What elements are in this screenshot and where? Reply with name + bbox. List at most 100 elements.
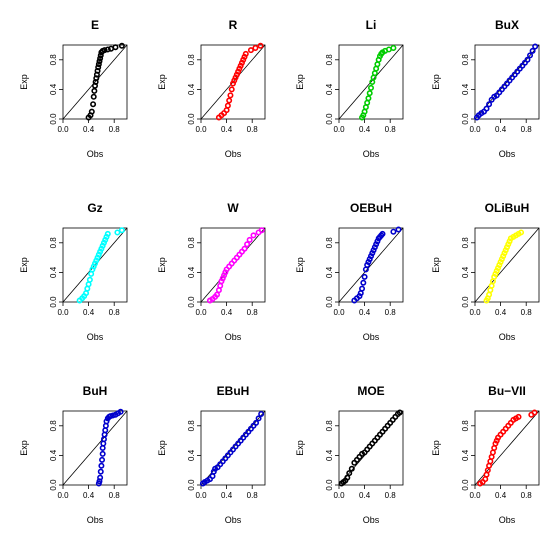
plot-frame [200, 410, 266, 486]
data-point [255, 415, 262, 422]
panel-title: EBuH [217, 384, 250, 398]
x-tick-label: 0.8 [385, 308, 397, 317]
y-tick-label: 0.0 [187, 296, 196, 308]
plot-frame [62, 44, 128, 120]
data-point [361, 273, 368, 280]
x-tick-label: 0.4 [495, 308, 507, 317]
y-tick-label: 0.0 [49, 113, 58, 125]
data-point [96, 58, 103, 65]
x-axis-label: Obs [363, 515, 380, 525]
x-tick-label: 0.0 [333, 308, 345, 317]
data-point [258, 227, 265, 234]
x-axis-label: Obs [225, 515, 242, 525]
panel-9: EBuH 0.0 0.4 0.8 0.0 0.4 0.8 Obs Exp [157, 384, 266, 525]
x-axis-label: Obs [87, 332, 104, 342]
x-tick-label: 0.0 [57, 308, 69, 317]
reference-line [338, 44, 404, 120]
x-tick-label: 0.8 [521, 491, 533, 500]
plot-frame [62, 227, 128, 303]
data-point [97, 55, 104, 62]
data-point [396, 409, 403, 416]
panel-6: OEBuH 0.0 0.4 0.8 0.0 0.4 0.8 Obs Exp [295, 201, 404, 342]
data-point [395, 226, 402, 233]
x-tick-label: 0.4 [221, 308, 233, 317]
y-axis-label: Exp [295, 257, 305, 273]
panel-title: BuH [83, 384, 108, 398]
data-point [112, 44, 119, 51]
y-tick-label: 0.4 [325, 83, 334, 95]
x-tick-label: 0.4 [221, 491, 233, 500]
y-tick-label: 0.8 [49, 237, 58, 249]
data-point [242, 50, 249, 57]
y-tick-label: 0.4 [461, 266, 470, 278]
panel-11: Bu−VII 0.0 0.4 0.8 0.0 0.4 0.8 Obs Exp [431, 384, 540, 525]
y-tick-label: 0.8 [49, 420, 58, 432]
y-tick-label: 0.8 [325, 54, 334, 66]
y-tick-label: 0.8 [461, 54, 470, 66]
x-tick-label: 0.8 [247, 491, 259, 500]
plot-frame [338, 227, 404, 303]
panel-5: W 0.0 0.4 0.8 0.0 0.4 0.8 Obs Exp [157, 201, 266, 342]
y-tick-label: 0.0 [461, 113, 470, 125]
data-point [241, 245, 248, 252]
data-point [366, 90, 373, 97]
data-point [365, 95, 372, 102]
x-tick-label: 0.4 [495, 125, 507, 134]
y-tick-label: 0.8 [325, 420, 334, 432]
x-tick-label: 0.0 [333, 491, 345, 500]
panel-title: W [227, 201, 239, 215]
data-point [524, 56, 531, 63]
data-point [95, 61, 102, 68]
y-tick-label: 0.8 [187, 237, 196, 249]
y-tick-label: 0.4 [461, 449, 470, 461]
x-tick-label: 0.0 [57, 491, 69, 500]
y-tick-label: 0.4 [187, 83, 196, 95]
data-point [99, 450, 106, 457]
x-tick-label: 0.8 [247, 308, 259, 317]
x-axis-label: Obs [363, 332, 380, 342]
panel-title: Li [366, 18, 377, 32]
data-point [367, 84, 374, 91]
data-point [359, 285, 366, 292]
y-tick-label: 0.0 [187, 113, 196, 125]
x-tick-label: 0.4 [359, 125, 371, 134]
panel-title: BuX [495, 18, 519, 32]
y-tick-label: 0.4 [325, 266, 334, 278]
y-tick-label: 0.4 [325, 449, 334, 461]
plot-frame [200, 227, 266, 303]
y-tick-label: 0.8 [325, 237, 334, 249]
x-axis-label: Obs [363, 149, 380, 159]
x-tick-label: 0.4 [359, 491, 371, 500]
data-point [348, 465, 355, 472]
data-point [346, 470, 353, 477]
panel-4: Gz 0.0 0.4 0.8 0.0 0.4 0.8 Obs Exp [19, 201, 128, 342]
y-tick-label: 0.4 [461, 83, 470, 95]
x-axis-label: Obs [87, 515, 104, 525]
y-tick-label: 0.0 [187, 479, 196, 491]
data-point [86, 276, 93, 283]
data-point [379, 230, 386, 237]
data-point [486, 101, 493, 108]
panel-2: Li 0.0 0.4 0.8 0.0 0.4 0.8 Obs Exp [295, 18, 404, 159]
data-point [101, 47, 108, 54]
data-point [529, 47, 536, 54]
plot-frame [474, 410, 540, 486]
panel-7: OLiBuH 0.0 0.4 0.8 0.0 0.4 0.8 Obs Exp [431, 201, 540, 342]
panel-10: MOE 0.0 0.4 0.8 0.0 0.4 0.8 Obs Exp [295, 384, 404, 525]
panel-title: OEBuH [350, 201, 392, 215]
y-axis-label: Exp [19, 257, 29, 273]
x-axis-label: Obs [499, 515, 516, 525]
x-tick-label: 0.8 [385, 125, 397, 134]
x-tick-label: 0.0 [195, 491, 207, 500]
data-point [90, 101, 97, 108]
y-tick-label: 0.0 [325, 113, 334, 125]
x-tick-label: 0.4 [495, 491, 507, 500]
y-tick-label: 0.8 [187, 420, 196, 432]
data-point [97, 474, 104, 481]
panel-title: OLiBuH [485, 201, 530, 215]
plot-frame [200, 44, 266, 120]
x-tick-label: 0.0 [469, 125, 481, 134]
y-tick-label: 0.0 [325, 296, 334, 308]
y-axis-label: Exp [157, 74, 167, 90]
